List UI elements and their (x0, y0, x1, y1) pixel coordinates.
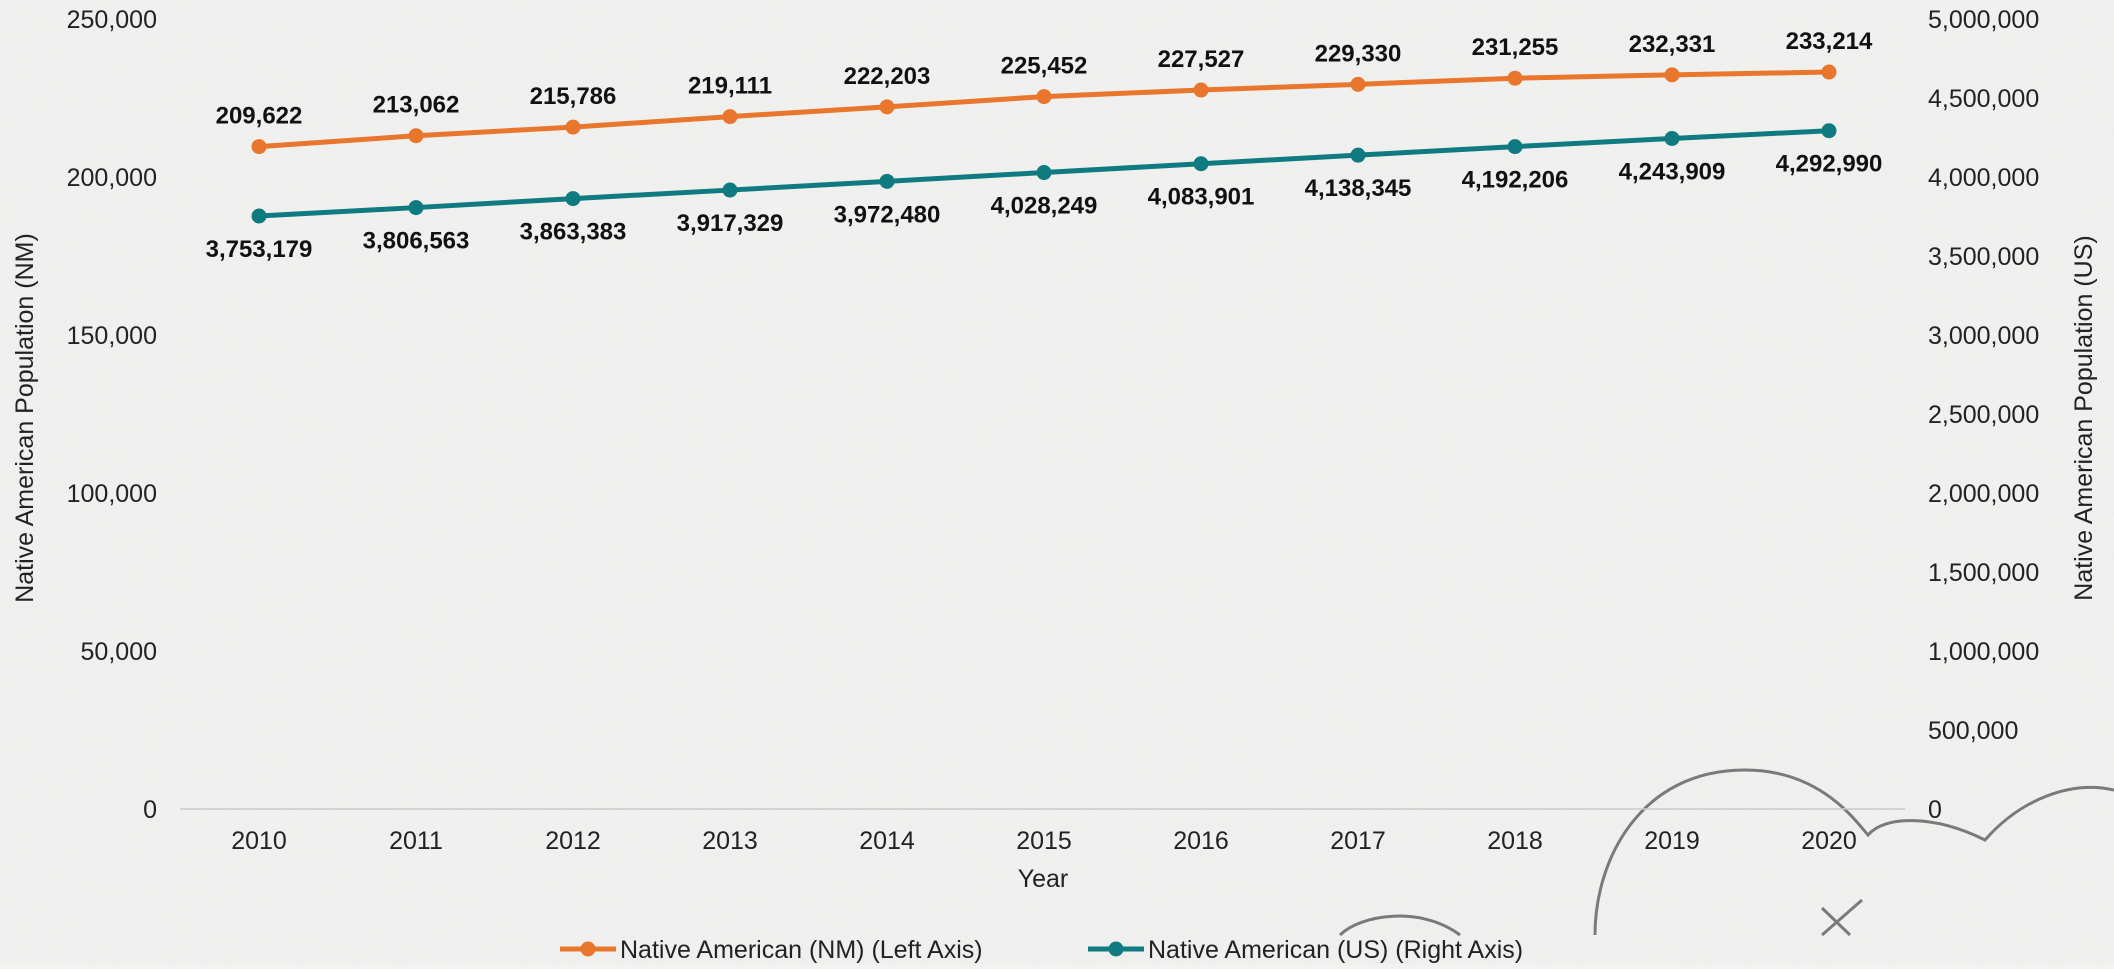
data-point[interactable] (1664, 67, 1680, 83)
legend-label: Native American (US) (Right Axis) (1148, 936, 1523, 964)
data-label: 209,622 (216, 103, 303, 130)
data-point[interactable] (1036, 89, 1052, 105)
data-label: 4,083,901 (1148, 184, 1255, 211)
legend-marker (580, 941, 596, 957)
y-tick-right: 2,500,000 (1928, 401, 2039, 429)
decorative-cloud-outline (1338, 768, 2114, 937)
series-nm: 209,622 213,062 215,786 219,111 222,203 225,4… (216, 28, 1873, 155)
x-axis-title: Year (1018, 865, 1069, 893)
data-label: 4,292,990 (1776, 151, 1883, 178)
data-label: 4,243,909 (1619, 158, 1726, 185)
y-axis-title-left: Native American Population (NM) (11, 233, 39, 603)
series-layer: 209,622 213,062 215,786 219,111 222,203 225,4… (206, 28, 1883, 263)
data-point[interactable] (1350, 76, 1366, 92)
data-point[interactable] (879, 99, 895, 115)
data-point[interactable] (879, 173, 895, 189)
data-label: 4,028,249 (991, 193, 1098, 220)
data-point[interactable] (722, 182, 738, 198)
x-tick: 2019 (1644, 827, 1700, 855)
right-axis-ticks: 0 500,000 1,000,000 1,500,000 2,000,000 2,500… (1928, 6, 2039, 824)
x-tick: 2012 (545, 827, 601, 855)
y-tick-right: 500,000 (1928, 717, 2018, 745)
x-tick: 2017 (1330, 827, 1386, 855)
x-tick: 2020 (1801, 827, 1857, 855)
series-us: 3,753,179 3,806,563 3,863,383 3,917,329 3,97… (206, 123, 1883, 263)
data-label: 3,917,329 (677, 210, 784, 237)
data-point[interactable] (1821, 64, 1837, 80)
data-point[interactable] (1193, 82, 1209, 98)
y-tick-left: 250,000 (67, 6, 157, 34)
data-label: 3,753,179 (206, 236, 313, 263)
data-point[interactable] (1664, 130, 1680, 146)
data-point[interactable] (565, 119, 581, 135)
x-tick: 2014 (859, 827, 915, 855)
y-tick-right: 3,500,000 (1928, 243, 2039, 271)
y-tick-left: 150,000 (67, 322, 157, 350)
x-tick: 2010 (231, 827, 287, 855)
x-axis-ticks: 2010 2011 2012 2013 2014 2015 2016 2017 2018 2019… (231, 827, 1857, 855)
data-label: 225,452 (1001, 53, 1088, 80)
data-label: 231,255 (1472, 34, 1559, 61)
data-label: 4,192,206 (1462, 167, 1569, 194)
data-point[interactable] (1193, 156, 1209, 172)
x-tick: 2015 (1016, 827, 1072, 855)
data-point[interactable] (251, 139, 267, 155)
data-label: 232,331 (1629, 31, 1716, 58)
data-point[interactable] (1507, 139, 1523, 155)
y-tick-right: 5,000,000 (1928, 6, 2039, 34)
left-axis-ticks: 0 50,000 100,000 150,000 200,000 250,000 (67, 6, 157, 824)
y-tick-right: 4,500,000 (1928, 85, 2039, 113)
data-point[interactable] (1507, 70, 1523, 86)
legend: Native American (NM) (Left Axis) Native A… (560, 936, 1523, 964)
legend-marker (1108, 941, 1124, 957)
data-label: 3,972,480 (834, 201, 941, 228)
legend-item[interactable]: Native American (US) (Right Axis) (1088, 936, 1523, 964)
y-axis-title-right: Native American Population (US) (2070, 235, 2098, 600)
data-label: 219,111 (688, 73, 772, 100)
data-point[interactable] (1350, 147, 1366, 163)
y-tick-left: 200,000 (67, 164, 157, 192)
x-tick: 2016 (1173, 827, 1229, 855)
y-tick-left: 0 (143, 796, 157, 824)
data-point[interactable] (1821, 123, 1837, 139)
y-tick-right: 1,500,000 (1928, 559, 2039, 587)
y-tick-right: 2,000,000 (1928, 480, 2039, 508)
data-point[interactable] (251, 208, 267, 224)
y-tick-left: 50,000 (81, 638, 157, 666)
x-tick: 2013 (702, 827, 758, 855)
x-tick: 2011 (389, 827, 443, 855)
data-point[interactable] (722, 109, 738, 125)
y-tick-right: 4,000,000 (1928, 164, 2039, 192)
data-label: 227,527 (1158, 46, 1245, 73)
y-tick-right: 3,000,000 (1928, 322, 2039, 350)
data-point[interactable] (1036, 165, 1052, 181)
legend-label: Native American (NM) (Left Axis) (620, 936, 983, 964)
x-tick: 2018 (1487, 827, 1543, 855)
data-label: 3,806,563 (363, 228, 470, 255)
y-tick-right: 0 (1928, 796, 1942, 824)
data-label: 222,203 (844, 63, 931, 90)
data-label: 229,330 (1315, 40, 1402, 67)
data-point[interactable] (565, 191, 581, 207)
legend-item[interactable]: Native American (NM) (Left Axis) (560, 936, 983, 964)
data-point[interactable] (408, 200, 424, 216)
data-label: 215,786 (530, 83, 617, 110)
data-point[interactable] (408, 128, 424, 144)
y-tick-left: 100,000 (67, 480, 157, 508)
y-tick-right: 1,000,000 (1928, 638, 2039, 666)
data-label: 233,214 (1786, 28, 1873, 55)
data-label: 4,138,345 (1305, 175, 1412, 202)
data-label: 3,863,383 (520, 219, 627, 246)
data-label: 213,062 (373, 92, 460, 119)
